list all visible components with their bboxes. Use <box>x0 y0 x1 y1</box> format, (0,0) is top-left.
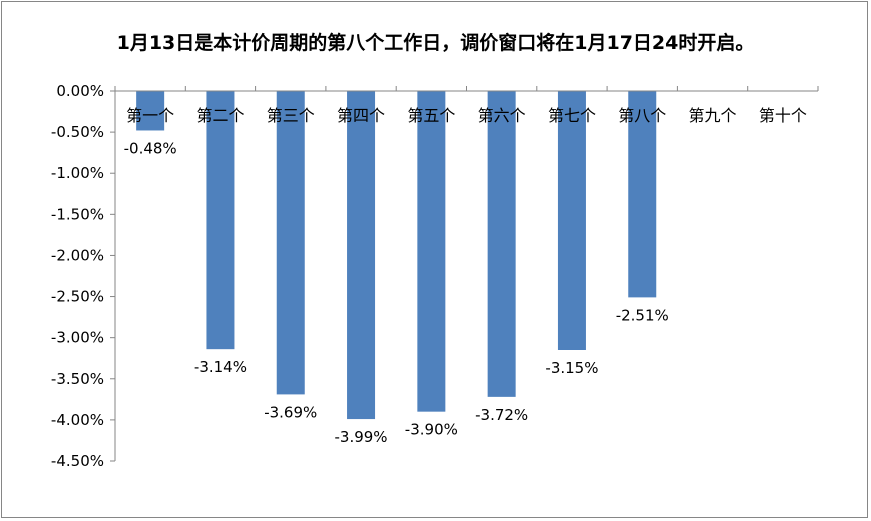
y-tick-label: -0.50% <box>51 123 104 141</box>
data-label: -3.14% <box>194 358 247 376</box>
data-labels: -0.48% -3.14% -3.69% -3.99% -3.90% -3.72% -3.1… <box>124 139 669 446</box>
y-axis: 0.00% -0.50% -1.00% -1.50% -2.00% -2.50% -3.00… <box>51 82 116 470</box>
y-tick-label: -4.00% <box>51 411 104 429</box>
data-label: -3.72% <box>475 406 528 424</box>
y-tick-label: -3.00% <box>51 329 104 347</box>
bar <box>557 91 586 350</box>
data-label: -3.15% <box>545 359 598 377</box>
x-tick-label: 第五个 <box>407 106 455 125</box>
bar <box>136 91 165 131</box>
data-label: -3.99% <box>335 428 388 446</box>
y-tick-label: -2.00% <box>51 246 104 264</box>
bar <box>276 91 305 395</box>
x-tick-label: 第二个 <box>196 106 244 125</box>
x-tick-label: 第三个 <box>267 106 315 125</box>
y-tick-label: -2.50% <box>51 288 104 306</box>
chart-title: 1月13日是本计价周期的第八个工作日，调价窗口将在1月17日24时开启。 <box>116 32 755 54</box>
x-tick-label: 第四个 <box>337 106 385 125</box>
x-tick-label: 第一个 <box>126 106 174 125</box>
x-tick-label: 第七个 <box>548 106 596 125</box>
bar <box>347 91 376 420</box>
y-tick-label: -3.50% <box>51 370 104 388</box>
data-label: -3.90% <box>405 421 458 439</box>
y-tick-label: -4.50% <box>51 452 104 470</box>
x-tick-label: 第九个 <box>689 106 737 125</box>
y-tick-label: 0.00% <box>56 82 104 100</box>
bar <box>487 91 516 397</box>
bars <box>136 91 657 420</box>
x-tick-label: 第八个 <box>618 106 666 125</box>
bar <box>417 91 446 412</box>
y-tick-label: -1.00% <box>51 164 104 182</box>
bar <box>206 91 235 350</box>
data-label: -2.51% <box>616 306 669 324</box>
data-label: -0.48% <box>124 139 177 157</box>
bar <box>628 91 657 298</box>
x-tick-label: 第十个 <box>759 106 807 125</box>
x-axis: 第一个 第二个 第三个 第四个 第五个 第六个 第七个 第八个 第九个 第十个 <box>114 86 819 125</box>
y-tick-label: -1.50% <box>51 205 104 223</box>
x-tick-label: 第六个 <box>478 106 526 125</box>
data-label: -3.69% <box>264 403 317 421</box>
